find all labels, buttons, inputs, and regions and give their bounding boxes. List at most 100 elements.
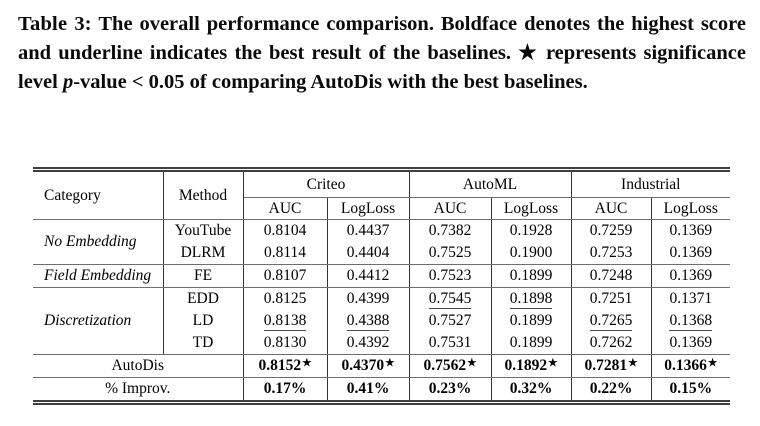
- table-cell: 0.8114: [243, 242, 328, 265]
- table-cell: 0.1369: [651, 264, 730, 288]
- header-dataset-industrial: Industrial: [571, 169, 730, 198]
- table-row-youtube: No Embedding YouTube 0.8104 0.4437 0.738…: [33, 219, 730, 265]
- method-edd: EDD: [163, 287, 244, 310]
- table-row-improv: % Improv. 0.17% 0.41% 0.23% 0.32% 0.22% …: [33, 377, 730, 403]
- significance-star-icon: ★: [467, 358, 477, 369]
- improv-label: % Improv.: [33, 377, 244, 403]
- table-cell: 0.1928: [491, 219, 572, 242]
- table-cell: 0.7253: [571, 242, 652, 265]
- table-cell: 0.8107: [243, 264, 328, 288]
- table-cell: 0.8125: [243, 287, 328, 310]
- header-criteo-auc: AUC: [243, 197, 328, 220]
- category-field-embedding: Field Embedding: [33, 264, 164, 288]
- table-row-autodis: AutoDis 0.8152★ 0.4370★ 0.7562★ 0.1892★ …: [33, 354, 730, 378]
- improv-value: 0.41%: [327, 377, 410, 403]
- table-row-fe: Field Embedding FE 0.8107 0.4412 0.7523 …: [33, 264, 730, 288]
- best-baseline-value: 0.7265: [589, 311, 633, 331]
- table-cell: 0.1900: [491, 242, 572, 265]
- header-dataset-automl: AutoML: [409, 169, 572, 198]
- significance-star-icon: ★: [628, 358, 638, 369]
- autodis-value: 0.4370: [341, 357, 385, 374]
- improv-value: 0.17%: [243, 377, 328, 403]
- table-cell: 0.7265: [571, 310, 652, 332]
- table-cell: 0.7527: [409, 310, 492, 332]
- table-cell: 0.4404: [327, 242, 410, 265]
- table-cell: 0.7523: [409, 264, 492, 288]
- category-no-embedding: No Embedding: [33, 219, 164, 265]
- table-row-edd: Discretization EDD 0.8125 0.4399 0.7545 …: [33, 287, 730, 355]
- table-cell: 0.7251: [571, 287, 652, 310]
- header-category: Category: [33, 169, 164, 220]
- autodis-value: 0.1892: [504, 357, 548, 374]
- header-row-metrics: AUC LogLoss AUC LogLoss AUC LogLoss: [33, 197, 730, 220]
- header-dataset-criteo: Criteo: [243, 169, 410, 198]
- method-fe: FE: [163, 264, 244, 288]
- table-cell: 0.8130: [243, 332, 328, 355]
- table-row-td: TD 0.8130 0.4392 0.7531 0.1899 0.7262 0.…: [33, 332, 730, 355]
- table-cell: 0.7562★: [409, 354, 492, 378]
- method-ld: LD: [163, 310, 244, 332]
- improv-value: 0.23%: [409, 377, 492, 403]
- significance-star-icon: ★: [707, 358, 718, 369]
- table-cell: 0.7259: [571, 219, 652, 242]
- table-cell: 0.1898: [491, 287, 572, 310]
- method-td: TD: [163, 332, 244, 355]
- significance-star-icon: ★: [302, 358, 312, 369]
- table-cell: 0.7281★: [571, 354, 652, 378]
- table-cell: 0.1899: [491, 264, 572, 288]
- table-cell: 0.8138: [243, 310, 328, 332]
- caption-text-before-p: The overall performance comparison. Bold…: [18, 13, 746, 93]
- best-baseline-value: 0.4388: [346, 311, 390, 331]
- header-automl-auc: AUC: [409, 197, 492, 220]
- table-cell: 0.7531: [409, 332, 492, 355]
- caption-text-after-p: -value < 0.05 of comparing AutoDis with …: [73, 71, 588, 93]
- category-discretization: Discretization: [33, 287, 164, 355]
- table-wrapper: Category Method Criteo AutoML Industrial…: [33, 167, 730, 405]
- improv-value: 0.32%: [491, 377, 572, 403]
- best-baseline-value: 0.1368: [669, 311, 713, 331]
- table-cell: 0.7525: [409, 242, 492, 265]
- header-criteo-logloss: LogLoss: [327, 197, 410, 220]
- autodis-label: AutoDis: [33, 354, 244, 378]
- significance-star-icon: ★: [548, 358, 558, 369]
- table-cell: 0.1369: [651, 242, 730, 265]
- table-cell: 0.1371: [669, 290, 713, 307]
- best-baseline-value: 0.1898: [509, 289, 553, 309]
- header-automl-logloss: LogLoss: [491, 197, 572, 220]
- header-row-datasets: Category Method Criteo AutoML Industrial: [33, 169, 730, 220]
- method-dlrm: DLRM: [163, 242, 244, 265]
- table-cell: 0.4388: [327, 310, 410, 332]
- table-cell: 0.4437: [327, 219, 410, 242]
- autodis-value: 0.1366: [664, 357, 707, 374]
- table-cell: 0.1899: [491, 310, 572, 332]
- autodis-value: 0.8152: [258, 357, 302, 374]
- improv-value: 0.15%: [669, 380, 713, 397]
- table-cell: 0.7545: [409, 287, 492, 310]
- improv-value: 0.22%: [571, 377, 652, 403]
- table-cell: 0.1368: [651, 310, 730, 332]
- header-method: Method: [163, 169, 244, 220]
- header-industrial-auc: AUC: [571, 197, 652, 220]
- table-cell: 0.7382: [409, 219, 492, 242]
- header-industrial-logloss: LogLoss: [651, 197, 730, 220]
- table-cell: 0.4412: [327, 264, 410, 288]
- best-baseline-value: 0.8138: [263, 311, 307, 331]
- table-cell: 0.4399: [327, 287, 410, 310]
- table-cell: 0.8104: [243, 219, 328, 242]
- autodis-value: 0.7562: [423, 357, 467, 374]
- best-baseline-value: 0.7545: [428, 289, 472, 309]
- table-cell: 0.7262: [571, 332, 652, 355]
- table-row-dlrm: DLRM 0.8114 0.4404 0.7525 0.1900 0.7253 …: [33, 242, 730, 265]
- performance-table: Category Method Criteo AutoML Industrial…: [33, 167, 730, 405]
- table-cell: 0.1899: [491, 332, 572, 355]
- table-cell: 0.1369: [651, 332, 730, 355]
- caption-label: Table 3:: [18, 13, 92, 35]
- table-cell: 0.1366★: [651, 354, 730, 378]
- significance-star-icon: ★: [385, 358, 395, 369]
- table-row-ld: LD 0.8138 0.4388 0.7527 0.1899 0.7265 0.…: [33, 310, 730, 332]
- table-cell: 0.4370★: [327, 354, 410, 378]
- method-youtube: YouTube: [163, 219, 244, 242]
- caption-p-symbol: p: [62, 71, 74, 93]
- table-caption: Table 3: The overall performance compari…: [18, 10, 746, 97]
